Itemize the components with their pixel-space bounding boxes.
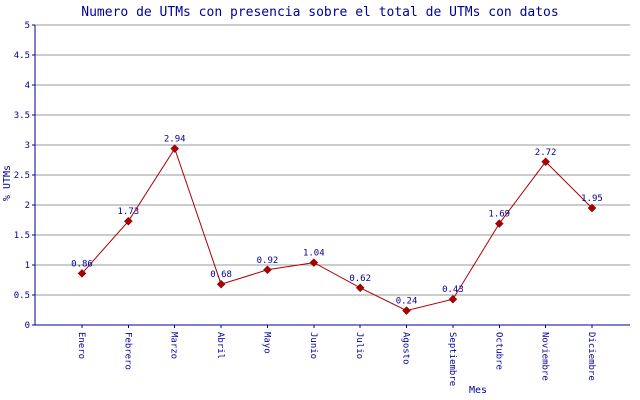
y-tick-label: 4.5 [14,51,30,61]
y-tick-label: 1 [25,261,30,271]
data-point-marker [263,265,272,275]
y-tick-label: 0.5 [14,291,30,301]
x-category-label: Junio [308,332,318,359]
data-point-marker [494,219,504,228]
x-category-label: Octubre [493,332,503,370]
x-category-label: Agosto [401,332,411,365]
x-axis-title: Mes [469,385,487,396]
x-category-label: Marzo [169,332,179,359]
x-category-label: Mayo [261,332,271,354]
series-layer [77,144,597,315]
x-category-label: Febrero [122,332,132,370]
y-tick-label: 3.5 [14,111,30,121]
data-point-marker [77,269,87,278]
point-value-label: 1.04 [303,249,325,259]
y-tick-label: 3 [25,141,30,151]
x-category-label: Diciembre [586,332,596,381]
x-category-label: Noviembre [540,332,550,381]
point-value-label: 0.43 [442,285,464,295]
point-value-label: 0.86 [71,259,93,269]
grid-layer [35,24,630,296]
point-value-label: 0.68 [210,270,232,280]
y-tick-label: 5 [25,21,30,31]
point-value-label: 2.72 [535,148,557,158]
point-value-label: 0.62 [349,274,371,284]
data-point-marker [587,203,597,213]
y-tick-label: 2.5 [14,171,30,181]
point-value-label: 1.95 [581,194,603,204]
y-tick-label: 4 [25,81,30,91]
x-category-label: Julio [354,332,364,359]
axis-layer: 0 0.5 1 1.5 2 2.5 3 3.5 4 4.5 5 Enero Febrero Marzo Ab… [14,21,630,386]
x-category-label: Abril [215,332,225,359]
point-value-label: 0.24 [396,297,418,307]
point-value-label: 1.69 [488,210,510,220]
data-point-marker [309,258,319,267]
y-axis-title: % UTMs [2,165,13,201]
x-category-label: Septiembre [447,332,457,386]
data-point-marker [124,216,133,226]
point-value-label: 2.94 [164,135,186,145]
point-value-label: 1.73 [118,207,140,217]
point-value-label: 0.92 [257,256,279,266]
y-tick-label: 2 [25,201,30,211]
data-point-marker [216,279,226,289]
data-line [81,147,593,312]
chart-title: Numero de UTMs con presencia sobre el to… [81,5,558,20]
y-tick-label: 1.5 [14,231,30,241]
data-point-marker [541,157,550,167]
label-layer: 0.86 1.73 2.94 0.68 0.92 1.04 0.62 0.24 0.43 1.69… [71,135,603,307]
x-category-label: Enero [76,332,86,359]
y-tick-label: 0 [25,321,30,331]
data-point-marker [355,283,365,293]
data-point-marker [170,144,180,153]
data-point-marker [402,306,411,315]
data-point-marker [448,294,458,304]
